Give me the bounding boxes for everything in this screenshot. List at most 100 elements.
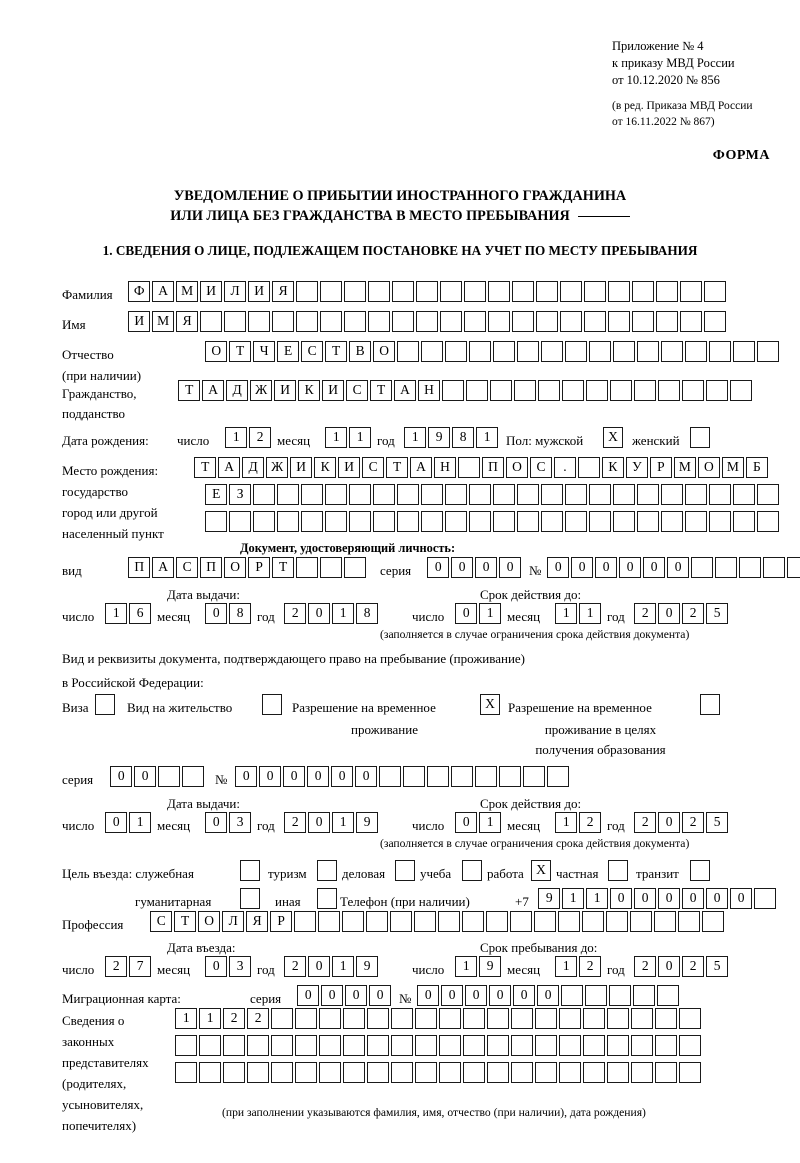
residence-permit-checkbox[interactable] (262, 694, 282, 715)
char-cell[interactable]: 5 (705, 956, 729, 977)
char-cell[interactable] (415, 311, 439, 332)
char-cell[interactable]: 0 (440, 985, 464, 1006)
char-cell[interactable] (365, 911, 389, 932)
char-cell[interactable] (708, 341, 732, 362)
char-cell[interactable] (655, 311, 679, 332)
char-cell[interactable] (390, 1062, 414, 1083)
char-cell[interactable] (582, 1035, 606, 1056)
char-cell[interactable]: 0 (666, 557, 690, 578)
char-cell[interactable] (679, 311, 703, 332)
char-cell[interactable] (630, 1062, 654, 1083)
char-cell[interactable]: Т (178, 380, 201, 401)
char-cell[interactable]: 2 (681, 812, 705, 833)
char-cell[interactable]: 1 (331, 603, 355, 624)
char-cell[interactable] (684, 341, 708, 362)
char-cell[interactable]: Я (271, 281, 295, 302)
char-cell[interactable] (756, 484, 780, 505)
char-cell[interactable] (489, 380, 513, 401)
char-cell[interactable]: С (175, 557, 199, 578)
char-cell[interactable] (366, 1008, 390, 1029)
char-cell[interactable] (583, 311, 607, 332)
char-cell[interactable]: 0 (320, 985, 344, 1006)
char-cell[interactable]: 0 (657, 603, 681, 624)
char-cell[interactable]: 0 (618, 557, 642, 578)
char-cell[interactable] (270, 1062, 294, 1083)
char-cell[interactable]: А (201, 380, 225, 401)
char-cell[interactable] (342, 1062, 366, 1083)
char-cell[interactable]: 2 (248, 427, 272, 448)
char-cell[interactable] (732, 511, 756, 532)
char-cell[interactable]: 0 (633, 888, 657, 909)
char-cell[interactable] (583, 281, 607, 302)
char-cell[interactable] (540, 511, 564, 532)
char-cell[interactable]: 2 (284, 812, 307, 833)
char-cell[interactable] (678, 1035, 702, 1056)
char-cell[interactable] (606, 1008, 630, 1029)
char-cell[interactable] (252, 484, 276, 505)
visa-checkbox[interactable] (95, 694, 115, 715)
char-cell[interactable] (276, 511, 300, 532)
char-cell[interactable] (564, 484, 588, 505)
char-cell[interactable]: Т (324, 341, 348, 362)
char-cell[interactable] (270, 1035, 294, 1056)
char-cell[interactable] (633, 380, 657, 401)
char-cell[interactable] (510, 1035, 534, 1056)
char-cell[interactable]: Ф (128, 281, 151, 302)
char-cell[interactable] (300, 511, 324, 532)
char-cell[interactable]: В (348, 341, 372, 362)
char-cell[interactable]: Я (175, 311, 199, 332)
char-cell[interactable]: 9 (427, 427, 451, 448)
char-cell[interactable]: 2 (284, 603, 307, 624)
char-cell[interactable]: 0 (464, 985, 488, 1006)
char-cell[interactable] (732, 341, 756, 362)
char-cell[interactable]: 1 (585, 888, 609, 909)
char-cell[interactable]: И (321, 380, 345, 401)
char-cell[interactable]: К (313, 457, 337, 478)
birth-place-boxes-row-3[interactable] (205, 511, 780, 532)
char-cell[interactable]: 0 (498, 557, 522, 578)
char-cell[interactable] (588, 341, 612, 362)
char-cell[interactable]: 0 (205, 956, 228, 977)
char-cell[interactable] (319, 311, 343, 332)
char-cell[interactable]: 1 (555, 812, 578, 833)
char-cell[interactable]: 8 (451, 427, 475, 448)
char-cell[interactable]: 9 (538, 888, 561, 909)
char-cell[interactable]: 0 (657, 812, 681, 833)
char-cell[interactable]: Р (247, 557, 271, 578)
char-cell[interactable]: А (151, 281, 175, 302)
char-cell[interactable]: И (128, 311, 151, 332)
char-cell[interactable]: 9 (355, 812, 379, 833)
char-cell[interactable] (228, 511, 252, 532)
char-cell[interactable]: А (409, 457, 433, 478)
char-cell[interactable] (630, 1008, 654, 1029)
char-cell[interactable]: 0 (133, 766, 157, 787)
char-cell[interactable] (557, 911, 581, 932)
char-cell[interactable] (588, 511, 612, 532)
char-cell[interactable] (198, 1062, 222, 1083)
char-cell[interactable] (677, 911, 701, 932)
char-cell[interactable]: 0 (307, 603, 331, 624)
char-cell[interactable]: Т (385, 457, 409, 478)
char-cell[interactable]: 0 (368, 985, 392, 1006)
char-cell[interactable] (559, 281, 583, 302)
char-cell[interactable]: 1 (555, 603, 578, 624)
char-cell[interactable] (390, 1035, 414, 1056)
char-cell[interactable] (468, 484, 492, 505)
char-cell[interactable]: Т (228, 341, 252, 362)
char-cell[interactable]: Ж (265, 457, 289, 478)
char-cell[interactable] (607, 281, 631, 302)
char-cell[interactable]: И (337, 457, 361, 478)
purpose-other-checkbox[interactable] (317, 888, 337, 909)
char-cell[interactable]: 0 (205, 603, 228, 624)
char-cell[interactable] (606, 1035, 630, 1056)
char-cell[interactable]: 0 (417, 985, 440, 1006)
char-cell[interactable] (367, 281, 391, 302)
char-cell[interactable] (564, 341, 588, 362)
char-cell[interactable]: 2 (578, 956, 602, 977)
